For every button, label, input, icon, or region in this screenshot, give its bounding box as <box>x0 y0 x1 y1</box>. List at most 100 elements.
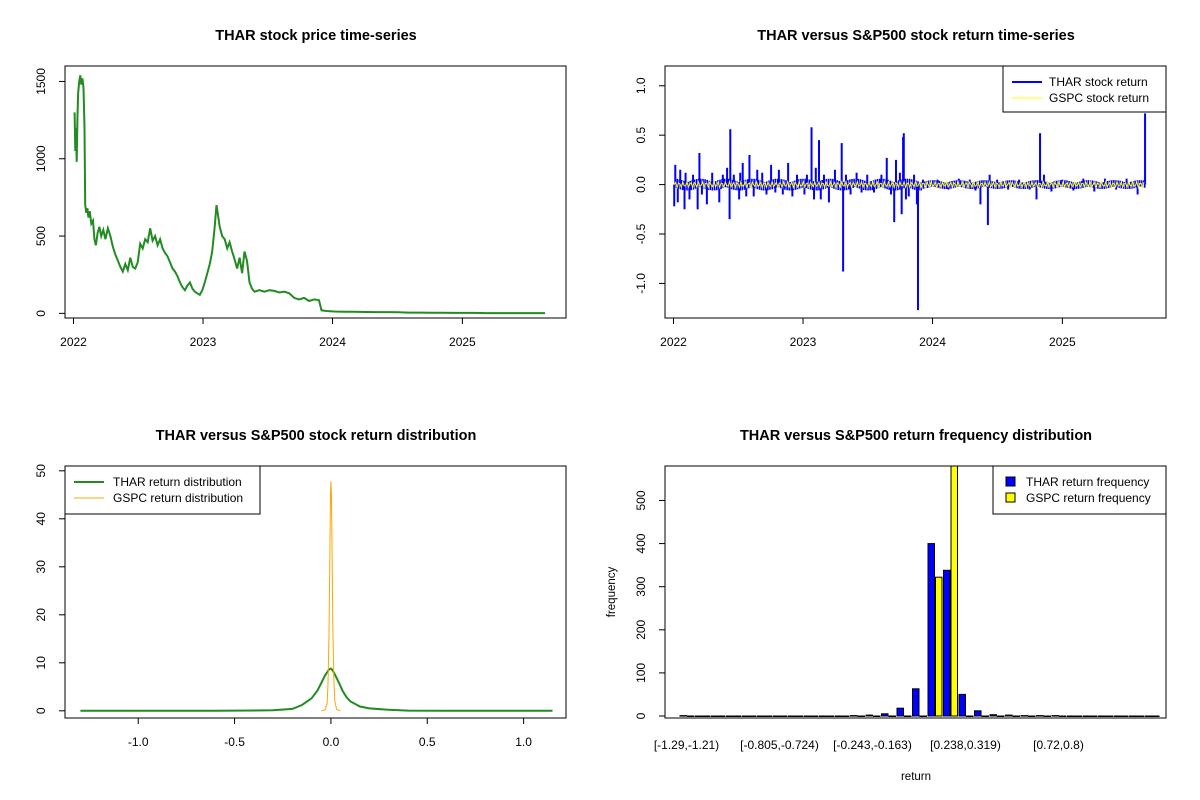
thar-frequency-bar <box>710 715 718 717</box>
y-tick-label: 30 <box>34 560 48 574</box>
y-tick-label: 1.0 <box>634 77 648 94</box>
frequency-chart-x-axis: [-1.29,-1.21) [-0.805,-0.724) [-0.243,-0.1… <box>654 738 1084 752</box>
gspc-frequency-bar <box>795 715 803 717</box>
thar-frequency-bar <box>788 715 796 717</box>
thar-frequency-bar <box>1129 715 1137 717</box>
frequency-chart-ylabel: frequency <box>606 567 618 618</box>
thar-frequency-bar <box>834 715 842 717</box>
frequency-chart-title: THAR versus S&P500 return frequency dist… <box>740 428 1092 444</box>
gspc-frequency-bar <box>764 715 772 717</box>
frequency-chart-xlabel: return <box>901 771 931 783</box>
y-tick-label: -0.5 <box>634 223 648 244</box>
x-tick-label: 2025 <box>449 335 476 349</box>
y-tick-label: 10 <box>34 656 48 670</box>
legend-label-thar-frequency: THAR return frequency <box>1026 475 1149 489</box>
thar-frequency-bar <box>1036 715 1044 717</box>
legend-swatch-gspc-frequency <box>1005 492 1016 503</box>
x-tick-label: 2022 <box>660 335 687 349</box>
thar-frequency-bar <box>927 543 935 717</box>
return-chart-x-axis: 2022 2023 2024 2025 <box>660 317 1076 349</box>
gspc-frequency-bar <box>1152 715 1160 717</box>
return-chart-legend: THAR stock return GSPC stock return <box>1002 65 1167 113</box>
y-tick-label: 400 <box>634 533 648 553</box>
gspc-frequency-bar <box>1105 715 1113 717</box>
gspc-frequency-bar <box>1090 715 1098 717</box>
return-chart: THAR versus S&P500 stock return time-ser… <box>634 28 1167 349</box>
y-tick-label: 0 <box>634 712 648 719</box>
thar-frequency-bar <box>803 715 811 717</box>
y-tick-label: 300 <box>634 576 648 596</box>
price-chart-title: THAR stock price time-series <box>215 28 416 44</box>
distribution-chart-plot <box>80 481 553 712</box>
x-tick-label: 2025 <box>1049 335 1076 349</box>
frequency-chart-legend: THAR return frequency GSPC return freque… <box>992 465 1167 515</box>
thar-frequency-bar <box>1067 715 1075 717</box>
y-tick-label: 1000 <box>34 145 48 172</box>
gspc-frequency-bar <box>733 715 741 717</box>
gspc-frequency-bar <box>904 715 912 717</box>
thar-frequency-bar <box>865 714 873 717</box>
price-chart-x-axis: 2022 2023 2024 2025 <box>60 317 476 349</box>
gspc-frequency-bar <box>935 576 943 717</box>
x-category-label: [0.72,0.8) <box>1033 738 1084 752</box>
thar-frequency-bar <box>943 569 951 717</box>
x-tick-label: -1.0 <box>128 735 149 749</box>
frequency-chart-y-axis: 0 100 200 300 400 500 <box>634 490 666 719</box>
x-tick-label: 0.5 <box>419 735 436 749</box>
x-category-label: [-0.243,-0.163) <box>833 738 912 752</box>
x-tick-label: 1.0 <box>515 735 532 749</box>
x-tick-label: 0.0 <box>323 735 340 749</box>
y-tick-label: 50 <box>34 464 48 478</box>
gspc-frequency-bar <box>811 715 819 717</box>
y-tick-label: 100 <box>634 663 648 683</box>
y-tick-label: 0.0 <box>634 176 648 193</box>
thar-frequency-bar <box>1113 715 1121 717</box>
gspc-frequency-bar <box>687 715 695 717</box>
return-chart-y-axis: 1.0 0.5 0.0 -0.5 -1.0 <box>634 77 666 294</box>
x-category-label: [-1.29,-1.21) <box>654 738 719 752</box>
return-chart-plot <box>673 113 1147 311</box>
distribution-chart-x-axis: -1.0 -0.5 0.0 0.5 1.0 <box>128 717 532 749</box>
thar-frequency-bar <box>896 707 904 717</box>
thar-frequency-bar <box>679 715 687 717</box>
y-tick-label: -1.0 <box>634 273 648 294</box>
gspc-frequency-bar <box>1043 715 1051 717</box>
thar-frequency-bar <box>726 715 734 717</box>
thar-frequency-bar <box>1082 715 1090 717</box>
gspc-frequency-bar <box>919 715 927 717</box>
x-tick-label: 2023 <box>790 335 817 349</box>
price-chart-plot <box>73 75 546 315</box>
y-tick-label: 40 <box>34 512 48 526</box>
thar-frequency-bar <box>695 715 703 717</box>
gspc-frequency-bar <box>826 715 834 717</box>
y-tick-label: 20 <box>34 608 48 622</box>
gspc-frequency-bar <box>981 715 989 717</box>
thar-frequency-bar <box>741 715 749 717</box>
legend-label-thar-distribution: THAR return distribution <box>113 475 242 489</box>
gspc-frequency-bar <box>966 715 974 717</box>
return-chart-title: THAR versus S&P500 stock return time-ser… <box>757 28 1075 44</box>
y-tick-label: 1500 <box>34 68 48 95</box>
y-tick-label: 0 <box>34 310 48 317</box>
thar-frequency-bar <box>819 715 827 717</box>
gspc-frequency-bar <box>780 715 788 717</box>
gspc-frequency-bar <box>702 715 710 717</box>
thar-frequency-bar <box>958 693 966 717</box>
x-category-label: [-0.805,-0.724) <box>740 738 819 752</box>
x-category-label: [0.238,0.319) <box>930 738 1001 752</box>
y-tick-label: 0 <box>34 707 48 714</box>
gspc-frequency-bar <box>873 715 881 717</box>
price-chart-y-axis: 0 500 1000 1500 <box>34 68 66 317</box>
gspc-frequency-bar <box>718 715 726 717</box>
gspc-frequency-bar <box>997 715 1005 717</box>
price-chart: THAR stock price time-series 2022 2023 202… <box>34 28 567 349</box>
gspc-return-line <box>673 179 1145 190</box>
y-tick-label: 200 <box>634 619 648 639</box>
distribution-chart: THAR versus S&P500 stock return distribu… <box>34 428 567 749</box>
gspc-frequency-bar <box>1028 715 1036 717</box>
thar-frequency-bar <box>974 710 982 717</box>
gspc-frequency-bar <box>857 715 865 717</box>
y-tick-label: 0.5 <box>634 127 648 144</box>
thar-frequency-bar <box>772 715 780 717</box>
